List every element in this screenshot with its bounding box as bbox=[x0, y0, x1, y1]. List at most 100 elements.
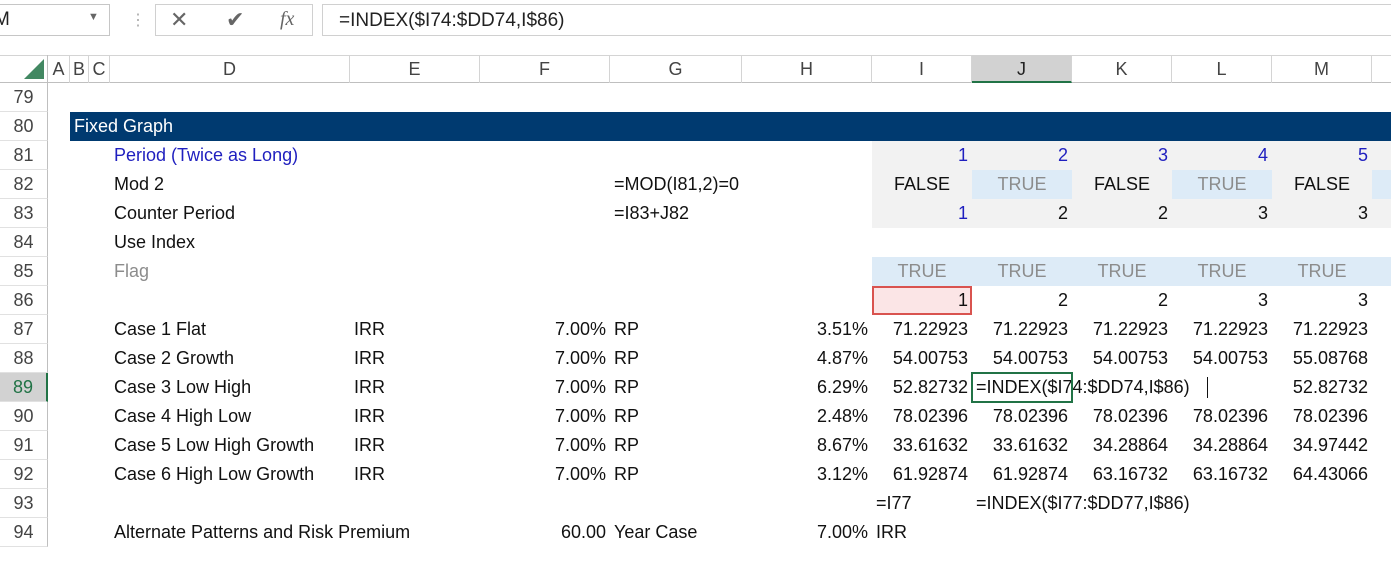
cell[interactable]: RP bbox=[614, 348, 640, 368]
cell[interactable]: Mod 2 bbox=[114, 174, 165, 194]
cell[interactable]: 52.82732 bbox=[1292, 377, 1368, 397]
cell[interactable]: 1 bbox=[957, 290, 968, 310]
column-header[interactable]: K bbox=[1072, 55, 1172, 83]
cell[interactable]: 60.00 bbox=[560, 522, 606, 542]
cell[interactable]: Case 3 Low High bbox=[114, 377, 252, 397]
cell[interactable]: IRR bbox=[354, 377, 385, 397]
row-header[interactable]: 86 bbox=[0, 286, 48, 315]
cell[interactable]: 7.00% bbox=[554, 406, 606, 426]
cell[interactable]: 78.02396 bbox=[992, 406, 1068, 426]
cell[interactable]: =I77 bbox=[876, 493, 912, 513]
cell[interactable]: Year Case bbox=[614, 522, 698, 542]
cell[interactable]: FALSE bbox=[1093, 174, 1151, 194]
column-header[interactable]: A bbox=[48, 55, 70, 83]
cell[interactable]: 33.61632 bbox=[892, 435, 968, 455]
row-header[interactable]: 89 bbox=[0, 373, 48, 402]
cell[interactable]: Use Index bbox=[114, 232, 196, 252]
dropdown-arrow[interactable]: ▼ bbox=[88, 11, 99, 23]
cell[interactable]: TRUE bbox=[1297, 261, 1347, 281]
cell[interactable]: 3 bbox=[1257, 203, 1268, 223]
cell[interactable]: 63.16732 bbox=[1092, 464, 1168, 484]
cell[interactable]: 6.29% bbox=[816, 377, 868, 397]
cell[interactable]: 7.00% bbox=[554, 377, 606, 397]
cell[interactable]: IRR bbox=[354, 348, 385, 368]
cell[interactable]: Case 5 Low High Growth bbox=[114, 435, 315, 455]
cell[interactable]: =INDEX($I74:$DD74,I$86) bbox=[976, 377, 1190, 397]
column-header[interactable]: M bbox=[1272, 55, 1372, 83]
cell[interactable]: 71.22923 bbox=[992, 319, 1068, 339]
row-header[interactable]: 79 bbox=[0, 83, 48, 112]
column-header[interactable] bbox=[1372, 55, 1391, 83]
column-header[interactable]: D bbox=[110, 55, 350, 83]
cell[interactable]: 1 bbox=[957, 145, 968, 165]
row-header[interactable]: 92 bbox=[0, 460, 48, 489]
cell[interactable]: RP bbox=[614, 435, 640, 455]
formula-input[interactable]: =INDEX($I74:$DD74,I$86) bbox=[322, 4, 1391, 36]
cell[interactable]: 4 bbox=[1257, 145, 1268, 165]
cell[interactable]: 3 bbox=[1257, 290, 1268, 310]
row-header[interactable]: 93 bbox=[0, 489, 48, 518]
cell[interactable]: 3.12% bbox=[816, 464, 868, 484]
cell[interactable]: 4.87% bbox=[816, 348, 868, 368]
insert-function-button[interactable]: fx bbox=[280, 8, 295, 30]
cell[interactable]: IRR bbox=[876, 522, 907, 542]
cell[interactable]: 3 bbox=[1357, 290, 1368, 310]
cell[interactable]: 71.22923 bbox=[1292, 319, 1368, 339]
cell[interactable]: 61.92874 bbox=[992, 464, 1068, 484]
row-header[interactable]: 80 bbox=[0, 112, 48, 141]
cell[interactable]: TRUE bbox=[1197, 261, 1247, 281]
cell[interactable]: RP bbox=[614, 406, 640, 426]
cell[interactable]: Fixed Graph bbox=[74, 116, 174, 136]
cell[interactable]: Case 4 High Low bbox=[114, 406, 252, 426]
cell[interactable]: 54.00753 bbox=[1092, 348, 1168, 368]
cell[interactable]: Case 6 High Low Growth bbox=[114, 464, 315, 484]
cell[interactable]: 78.02396 bbox=[892, 406, 968, 426]
column-header[interactable]: H bbox=[742, 55, 872, 83]
cell[interactable]: FALSE bbox=[893, 174, 951, 194]
cell[interactable]: 71.22923 bbox=[892, 319, 968, 339]
cell[interactable]: 2 bbox=[1057, 203, 1068, 223]
cell[interactable]: 3 bbox=[1357, 203, 1368, 223]
row-header[interactable]: 82 bbox=[0, 170, 48, 199]
cell[interactable]: FALSE bbox=[1293, 174, 1351, 194]
cell[interactable]: Counter Period bbox=[114, 203, 236, 223]
cell[interactable]: 52.82732 bbox=[892, 377, 968, 397]
row-header[interactable]: 81 bbox=[0, 141, 48, 170]
cell[interactable]: 54.00753 bbox=[992, 348, 1068, 368]
cell[interactable]: 7.00% bbox=[816, 522, 868, 542]
row-header[interactable]: 87 bbox=[0, 315, 48, 344]
cell[interactable]: 54.00753 bbox=[1192, 348, 1268, 368]
cell[interactable]: IRR bbox=[354, 435, 385, 455]
row-header[interactable]: 91 bbox=[0, 431, 48, 460]
cell[interactable]: RP bbox=[614, 319, 640, 339]
cell[interactable]: 34.97442 bbox=[1292, 435, 1368, 455]
cell[interactable]: 78.02396 bbox=[1192, 406, 1268, 426]
column-header[interactable]: C bbox=[89, 55, 110, 83]
cell[interactable]: 8.67% bbox=[816, 435, 868, 455]
cell[interactable]: RP bbox=[614, 377, 640, 397]
cell[interactable]: 7.00% bbox=[554, 348, 606, 368]
row-header[interactable]: 83 bbox=[0, 199, 48, 228]
cell[interactable]: 54.00753 bbox=[892, 348, 968, 368]
cell[interactable]: 2 bbox=[1157, 290, 1168, 310]
cell[interactable]: TRUE bbox=[997, 261, 1047, 281]
column-header[interactable]: G bbox=[610, 55, 742, 83]
cell[interactable]: 2 bbox=[1057, 145, 1068, 165]
cell[interactable]: =INDEX($I77:$DD77,I$86) bbox=[976, 493, 1190, 513]
cell[interactable]: 33.61632 bbox=[992, 435, 1068, 455]
cell[interactable]: Period (Twice as Long) bbox=[114, 145, 299, 165]
row-header[interactable]: 88 bbox=[0, 344, 48, 373]
select-all[interactable] bbox=[0, 55, 48, 83]
cell[interactable]: 7.00% bbox=[554, 435, 606, 455]
enter-button[interactable]: ✔ bbox=[226, 7, 245, 32]
row-header[interactable]: 84 bbox=[0, 228, 48, 257]
cell[interactable]: 55.08768 bbox=[1292, 348, 1368, 368]
cell[interactable]: IRR bbox=[354, 464, 385, 484]
cell[interactable]: 78.02396 bbox=[1292, 406, 1368, 426]
cell[interactable]: =I83+J82 bbox=[614, 203, 690, 223]
active-cell[interactable] bbox=[971, 372, 1073, 403]
column-header[interactable]: E bbox=[350, 55, 480, 83]
cell[interactable]: =MOD(I81,2)=0 bbox=[614, 174, 740, 194]
column-header[interactable]: F bbox=[480, 55, 610, 83]
column-header[interactable]: J bbox=[972, 55, 1072, 83]
